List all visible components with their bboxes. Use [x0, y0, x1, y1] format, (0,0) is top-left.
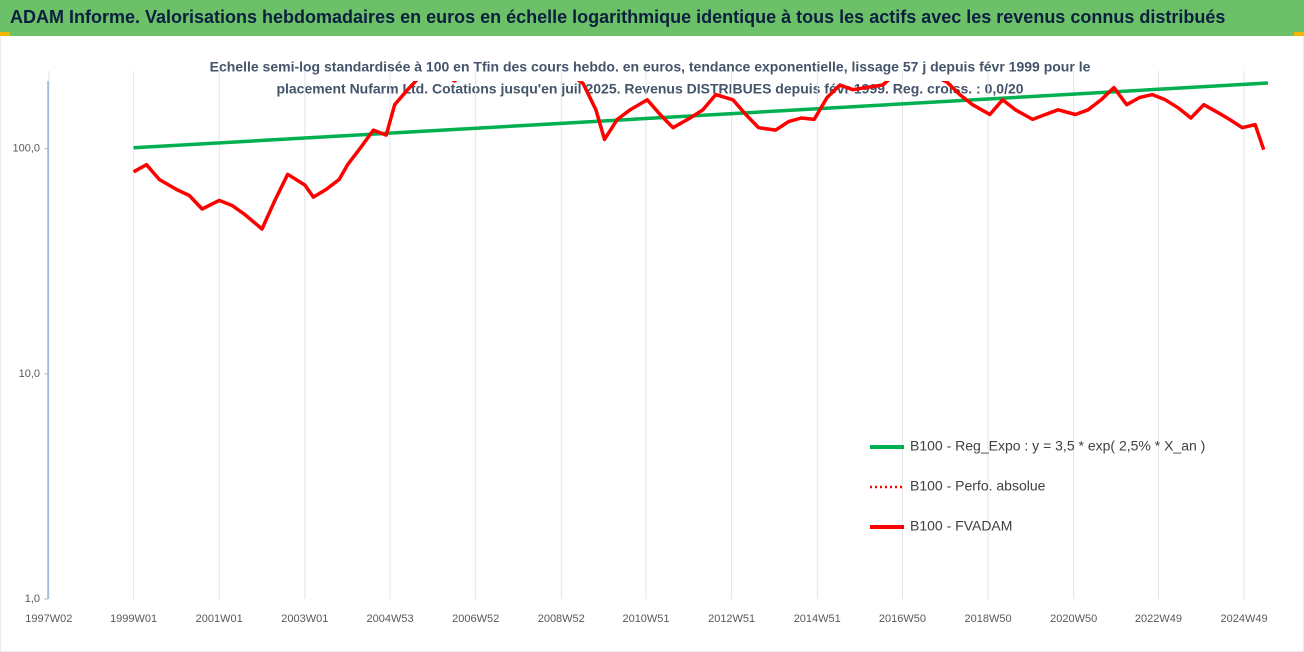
legend-label: B100 - Perfo. absolue — [910, 478, 1046, 494]
x-tick-label: 2020W50 — [1050, 613, 1097, 625]
y-tick-label: 100,0 — [12, 143, 40, 155]
x-tick-label: 2024W49 — [1220, 613, 1267, 625]
x-tick-label: 2012W51 — [708, 613, 755, 625]
series-line — [133, 81, 1268, 150]
x-tick-label: 2003W01 — [281, 613, 328, 625]
y-tick-label: 1,0 — [25, 593, 40, 605]
x-tick-label: 2018W50 — [964, 613, 1011, 625]
legend-label: B100 - FVADAM — [910, 518, 1012, 534]
corner — [0, 32, 10, 36]
x-tick-label: 2008W52 — [538, 613, 585, 625]
chart-subtitle: Echelle semi-log standardisée à 100 en T… — [210, 59, 1091, 75]
x-tick-label: 2001W01 — [196, 613, 243, 625]
y-tick-label: 10,0 — [19, 368, 40, 380]
x-tick-label: 1999W01 — [110, 613, 157, 625]
x-tick-label: 2006W52 — [452, 613, 499, 625]
header-bar — [0, 0, 1304, 36]
x-tick-label: 2016W50 — [879, 613, 926, 625]
x-tick-label: 2022W49 — [1135, 613, 1182, 625]
series-line — [132, 81, 1266, 231]
legend-label: B100 - Reg_Expo : y = 3,5 * exp( 2,5% * … — [910, 438, 1205, 454]
chart-subtitle: placement Nufarm Ltd. Cotations jusqu'en… — [276, 81, 1023, 97]
x-tick-label: 2004W53 — [366, 613, 413, 625]
x-tick-label: 2014W51 — [794, 613, 841, 625]
x-tick-label: 2010W51 — [622, 613, 669, 625]
page-title: ADAM Informe. Valorisations hebdomadaire… — [10, 7, 1225, 27]
corner — [1294, 32, 1304, 36]
x-tick-label: 1997W02 — [25, 613, 72, 625]
